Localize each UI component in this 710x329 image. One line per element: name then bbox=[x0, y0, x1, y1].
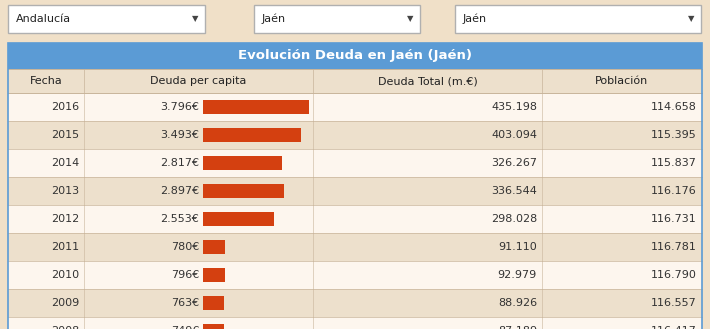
Text: 2008: 2008 bbox=[50, 326, 79, 329]
Text: 2.553€: 2.553€ bbox=[160, 214, 199, 224]
Text: 2.817€: 2.817€ bbox=[160, 158, 199, 168]
Bar bbox=[8, 177, 702, 205]
Text: Jaén: Jaén bbox=[463, 14, 487, 24]
Bar bbox=[8, 289, 702, 317]
Text: 336.544: 336.544 bbox=[491, 186, 537, 196]
Bar bbox=[8, 121, 702, 149]
Bar bbox=[8, 205, 702, 233]
Bar bbox=[203, 240, 225, 254]
Bar bbox=[203, 212, 274, 226]
Text: 2012: 2012 bbox=[50, 214, 79, 224]
Text: 116.781: 116.781 bbox=[651, 242, 697, 252]
Text: 326.267: 326.267 bbox=[491, 158, 537, 168]
Bar bbox=[8, 5, 205, 33]
Text: Fecha: Fecha bbox=[30, 76, 62, 86]
Bar bbox=[8, 261, 702, 289]
Text: 2009: 2009 bbox=[50, 298, 79, 308]
Text: 2013: 2013 bbox=[51, 186, 79, 196]
Text: Andalucía: Andalucía bbox=[16, 14, 71, 24]
Text: 796€: 796€ bbox=[170, 270, 199, 280]
Text: 3.796€: 3.796€ bbox=[160, 102, 199, 112]
Text: 2.897€: 2.897€ bbox=[160, 186, 199, 196]
Bar bbox=[8, 93, 702, 121]
Text: 87.189: 87.189 bbox=[498, 326, 537, 329]
Text: 2011: 2011 bbox=[51, 242, 79, 252]
Text: Deuda per capita: Deuda per capita bbox=[151, 76, 246, 86]
Text: 435.198: 435.198 bbox=[491, 102, 537, 112]
Text: 2016: 2016 bbox=[51, 102, 79, 112]
Bar bbox=[203, 100, 309, 114]
Text: ▼: ▼ bbox=[688, 14, 694, 23]
Text: 92.979: 92.979 bbox=[498, 270, 537, 280]
Text: 403.094: 403.094 bbox=[491, 130, 537, 140]
Text: 780€: 780€ bbox=[170, 242, 199, 252]
Bar bbox=[203, 156, 282, 170]
Bar bbox=[8, 43, 702, 69]
Text: 2015: 2015 bbox=[51, 130, 79, 140]
Bar bbox=[254, 5, 420, 33]
Text: Evolución Deuda en Jaén (Jaén): Evolución Deuda en Jaén (Jaén) bbox=[238, 49, 472, 63]
Text: 91.110: 91.110 bbox=[498, 242, 537, 252]
Bar bbox=[8, 233, 702, 261]
Text: 2014: 2014 bbox=[50, 158, 79, 168]
Text: 749€: 749€ bbox=[170, 326, 199, 329]
Bar bbox=[203, 184, 284, 198]
Text: Jaén: Jaén bbox=[262, 14, 286, 24]
Text: 115.837: 115.837 bbox=[651, 158, 697, 168]
Text: 116.731: 116.731 bbox=[651, 214, 697, 224]
Text: 114.658: 114.658 bbox=[651, 102, 697, 112]
Text: 2010: 2010 bbox=[51, 270, 79, 280]
Bar bbox=[203, 296, 224, 310]
Bar bbox=[8, 317, 702, 329]
Text: 116.557: 116.557 bbox=[651, 298, 697, 308]
Text: 88.926: 88.926 bbox=[498, 298, 537, 308]
Text: 298.028: 298.028 bbox=[491, 214, 537, 224]
Text: 115.395: 115.395 bbox=[651, 130, 697, 140]
Bar bbox=[8, 69, 702, 93]
Text: ▼: ▼ bbox=[192, 14, 198, 23]
Text: 116.176: 116.176 bbox=[651, 186, 697, 196]
Bar bbox=[203, 268, 225, 282]
Text: 116.417: 116.417 bbox=[651, 326, 697, 329]
Text: ▼: ▼ bbox=[407, 14, 413, 23]
Text: 3.493€: 3.493€ bbox=[160, 130, 199, 140]
Text: Población: Población bbox=[596, 76, 649, 86]
Text: 116.790: 116.790 bbox=[651, 270, 697, 280]
Bar bbox=[203, 128, 300, 142]
Bar bbox=[203, 324, 224, 329]
Text: Deuda Total (m.€): Deuda Total (m.€) bbox=[378, 76, 477, 86]
Bar bbox=[8, 149, 702, 177]
Bar bbox=[455, 5, 701, 33]
Text: 763€: 763€ bbox=[171, 298, 199, 308]
